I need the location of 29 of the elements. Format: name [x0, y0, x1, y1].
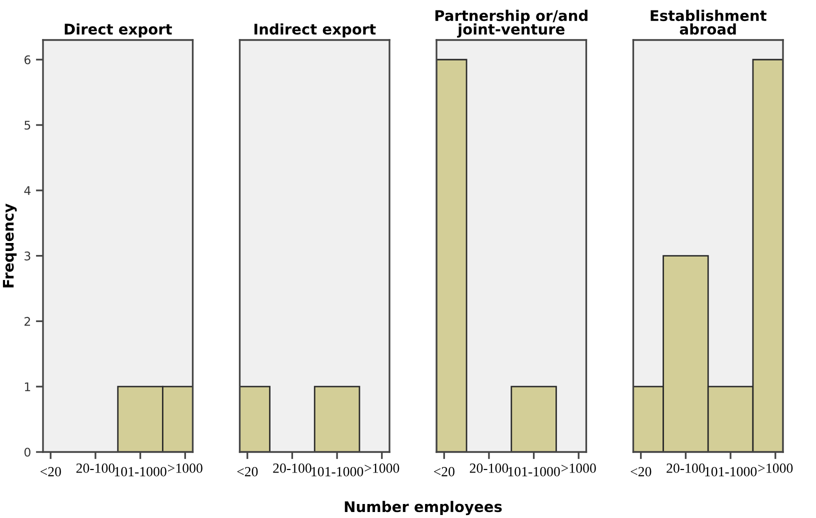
- y-tick-label: 4: [24, 186, 31, 195]
- chart-title: Partnership or/and joint-venture: [435, 10, 588, 38]
- y-tick-label: 6: [24, 55, 30, 64]
- chart-title: Indirect export: [254, 23, 376, 38]
- x-tick-label: 20-100: [273, 464, 312, 473]
- x-tick-label: >1000: [364, 464, 400, 473]
- x-tick-label: 20-100: [76, 464, 115, 473]
- x-tick-label: <20: [40, 466, 61, 476]
- x-tick-label: 101-1000: [312, 466, 364, 476]
- chart-title: Direct export: [64, 23, 172, 38]
- x-tick-label: 101-1000: [705, 466, 757, 476]
- x-tick-label: <20: [630, 466, 652, 476]
- y-tick-label: 2: [24, 316, 30, 326]
- x-tick-label: 20-100: [470, 464, 508, 473]
- x-tick-label: <20: [434, 466, 454, 476]
- y-axis-title: Frequency: [2, 204, 17, 288]
- x-tick-label: <20: [237, 466, 258, 476]
- x-tick-label: >1000: [562, 464, 596, 473]
- x-axis-title: Number employees: [344, 500, 502, 516]
- y-tick-label: 1: [24, 382, 30, 392]
- x-tick-label: 101-1000: [508, 466, 560, 476]
- x-tick-label: 20-100: [666, 464, 705, 473]
- y-tick-label: 3: [24, 252, 30, 260]
- x-tick-label: >1000: [168, 464, 202, 473]
- x-tick-label: >1000: [758, 464, 793, 473]
- chart-title: Establishment abroad: [650, 10, 766, 35]
- y-tick-label: 5: [24, 120, 30, 130]
- x-tick-label: 101-1000: [114, 466, 166, 476]
- y-tick-label: 0: [24, 448, 30, 457]
